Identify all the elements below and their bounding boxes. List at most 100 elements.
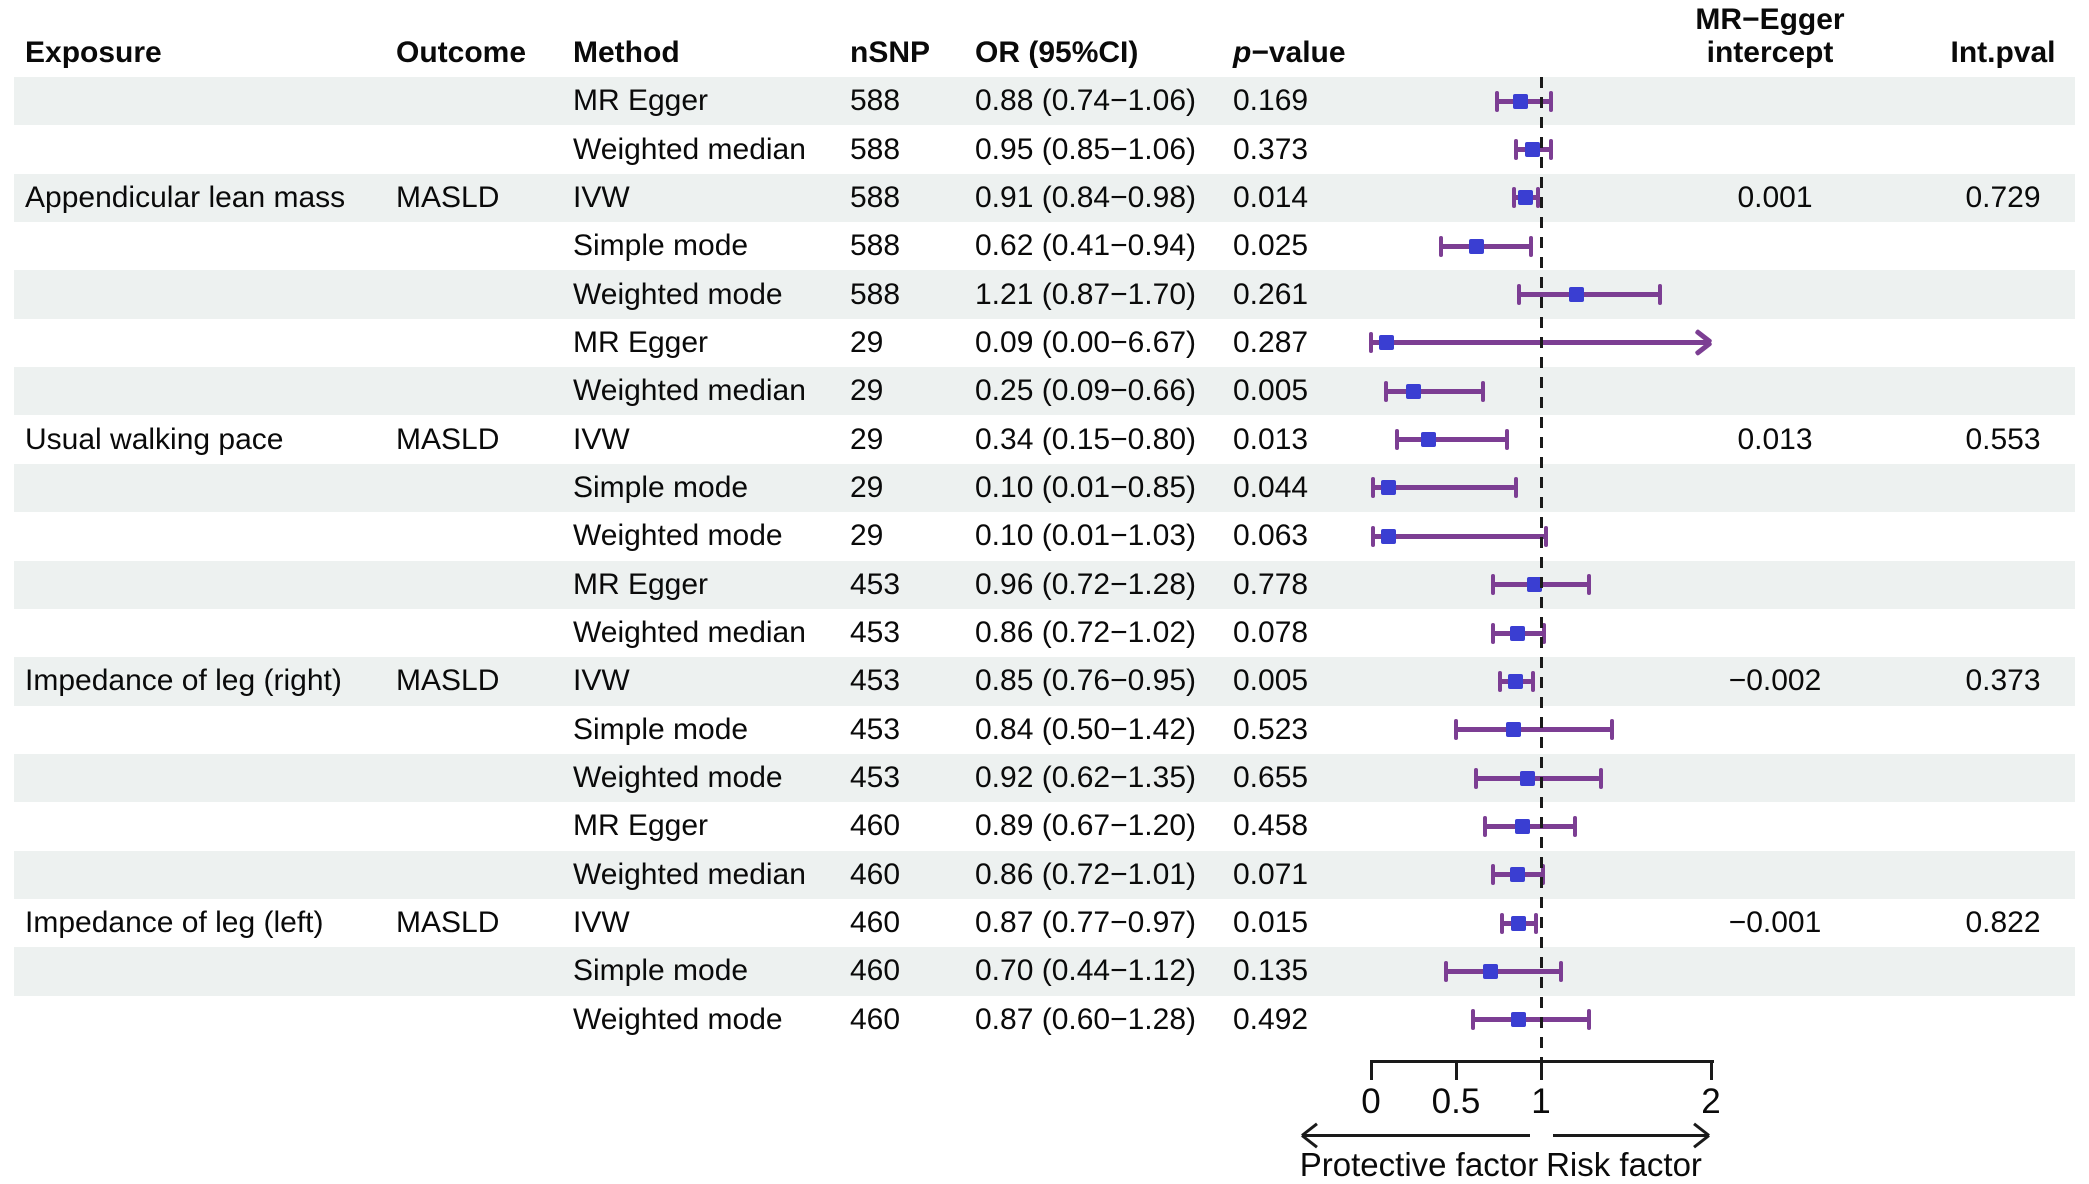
cell-exposure: Impedance of leg (left) <box>25 906 324 940</box>
cell-pvalue: 0.063 <box>1233 519 1309 553</box>
row-stripe <box>14 77 2075 126</box>
or-point-marker <box>1511 915 1527 931</box>
cell-exposure: Impedance of leg (right) <box>25 664 342 698</box>
ci-cap-right <box>1573 815 1577 837</box>
table-row: Weighted median 588 0.95 (0.85−1.06) 0.373 <box>0 125 2089 173</box>
axis-tick-label: 0 <box>1361 1082 1381 1121</box>
or-point-marker <box>1569 287 1585 303</box>
ci-cap-right <box>1549 90 1554 112</box>
cell-method: MR Egger <box>573 809 709 843</box>
column-header-or-ci: OR (95%CI) <box>975 36 1139 69</box>
cell-outcome: MASLD <box>396 906 500 940</box>
table-row: Weighted median 29 0.25 (0.09−0.66) 0.005 <box>0 367 2089 416</box>
cell-or-ci: 0.87 (0.77−0.97) <box>975 906 1197 940</box>
cell-int-pval: 0.729 <box>1965 180 2041 214</box>
column-header-pvalue: p−value <box>1233 36 1346 70</box>
cell-pvalue: 0.014 <box>1233 180 1309 214</box>
cell-pvalue: 0.044 <box>1233 470 1309 504</box>
ci-arrowhead-right <box>1691 329 1713 357</box>
cell-outcome: MASLD <box>396 422 500 456</box>
column-header-method: Method <box>573 36 680 69</box>
row-stripe <box>14 560 2075 609</box>
row-stripe <box>14 850 2075 899</box>
ci-cap-right <box>1513 477 1518 499</box>
axis-tick-label: 2 <box>1701 1082 1721 1121</box>
ci-cap-right <box>1586 1009 1591 1031</box>
ci-cap-right <box>1542 622 1547 644</box>
cell-method: MR Egger <box>573 325 709 359</box>
cell-method: Weighted median <box>573 374 806 408</box>
cell-method: IVW <box>573 664 630 698</box>
axis-tick <box>1454 1060 1458 1080</box>
confidence-interval-bar <box>1456 727 1613 733</box>
cell-nsnp: 588 <box>850 277 901 311</box>
ci-cap-left <box>1491 864 1496 886</box>
or-point-marker <box>1519 770 1535 786</box>
axis-tick-label: 0.5 <box>1431 1082 1481 1121</box>
cell-method: Weighted median <box>573 132 806 166</box>
cell-nsnp: 460 <box>850 906 901 940</box>
ci-cap-left <box>1443 960 1448 982</box>
ci-cap-right <box>1530 670 1535 692</box>
reference-line <box>1539 77 1543 1060</box>
ci-cap-left <box>1482 815 1487 837</box>
ci-cap-right <box>1658 284 1662 306</box>
ci-cap-right <box>1559 960 1564 982</box>
cell-int-pval: 0.822 <box>1965 906 2041 940</box>
table-row: Weighted mode 453 0.92 (0.62−1.35) 0.655 <box>0 753 2089 803</box>
table-row: Usual walking pace MASLD IVW 29 0.34 (0.15−0… <box>0 415 2089 463</box>
cell-exposure: Usual walking pace <box>25 422 284 456</box>
ci-cap-right <box>1586 574 1591 596</box>
axis-tick-label: 1 <box>1531 1082 1551 1121</box>
cell-int-pval: 0.373 <box>1965 664 2041 698</box>
confidence-interval-bar <box>1473 1017 1589 1023</box>
cell-method: Weighted median <box>573 857 806 891</box>
cell-method: Weighted mode <box>573 277 783 311</box>
or-point-marker <box>1406 383 1421 399</box>
cell-method: MR Egger <box>573 84 709 118</box>
cell-nsnp: 460 <box>850 954 901 988</box>
cell-method: IVW <box>573 906 630 940</box>
ci-cap-left <box>1370 525 1375 547</box>
cell-nsnp: 588 <box>850 132 901 166</box>
cell-pvalue: 0.287 <box>1233 325 1309 359</box>
or-point-marker <box>1380 480 1396 496</box>
confidence-interval-bar <box>1440 243 1531 249</box>
cell-nsnp: 460 <box>850 857 901 891</box>
table-row: MR Egger 453 0.96 (0.72−1.28) 0.778 <box>0 560 2089 609</box>
ci-cap-right <box>1598 767 1603 789</box>
cell-or-ci: 0.86 (0.72−1.02) <box>975 616 1197 650</box>
cell-nsnp: 29 <box>850 422 884 456</box>
x-axis-line <box>1371 1060 1714 1063</box>
table-row: Weighted mode 460 0.87 (0.60−1.28) 0.492 <box>0 996 2089 1044</box>
cell-method: Simple mode <box>573 954 749 988</box>
cell-or-ci: 0.85 (0.76−0.95) <box>975 664 1197 698</box>
cell-or-ci: 0.95 (0.85−1.06) <box>975 132 1197 166</box>
ci-cap-right <box>1535 187 1540 209</box>
column-header-nsnp: nSNP <box>850 36 931 69</box>
cell-pvalue: 0.005 <box>1233 374 1309 408</box>
cell-pvalue: 0.492 <box>1233 1002 1309 1036</box>
cell-nsnp: 29 <box>850 325 884 359</box>
or-point-marker <box>1513 93 1529 109</box>
risk-factor-arrow <box>1553 1134 1708 1137</box>
cell-egger-intercept: −0.001 <box>1728 906 1822 940</box>
ci-cap-left <box>1491 574 1496 596</box>
cell-nsnp: 588 <box>850 180 901 214</box>
cell-pvalue: 0.025 <box>1233 229 1309 263</box>
cell-method: Weighted mode <box>573 1002 783 1036</box>
cell-pvalue: 0.655 <box>1233 761 1309 795</box>
cell-or-ci: 0.84 (0.50−1.42) <box>975 712 1197 746</box>
cell-or-ci: 0.70 (0.44−1.12) <box>975 954 1197 988</box>
row-stripe <box>14 173 2075 223</box>
pvalue-rest: −value <box>1251 36 1346 69</box>
ci-cap-right <box>1528 235 1533 257</box>
ci-cap-left <box>1370 477 1375 499</box>
cell-nsnp: 453 <box>850 567 901 601</box>
ci-cap-left <box>1394 429 1399 451</box>
confidence-interval-bar <box>1372 485 1516 491</box>
row-stripe <box>14 753 2075 803</box>
table-row: Simple mode 460 0.70 (0.44−1.12) 0.135 <box>0 947 2089 996</box>
cell-pvalue: 0.458 <box>1233 809 1309 843</box>
cell-outcome: MASLD <box>396 664 500 698</box>
